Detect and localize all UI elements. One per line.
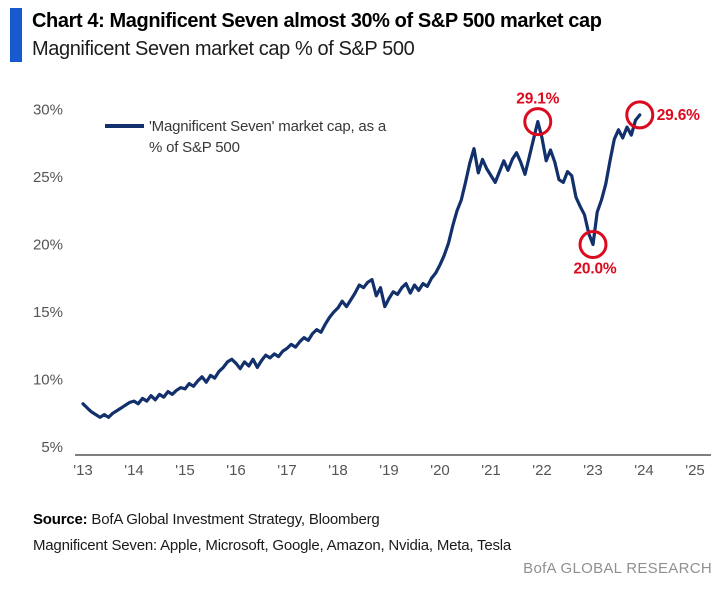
legend-label: 'Magnificent Seven' market cap, as a % o…	[149, 118, 386, 156]
x-axis-tick-label: '15	[175, 462, 195, 479]
x-axis-tick-label: '13	[73, 462, 93, 479]
chart-subtitle: Magnificent Seven market cap % of S&P 50…	[32, 38, 415, 60]
x-axis-tick-label: '21	[481, 462, 501, 479]
chart-title: Chart 4: Magnificent Seven almost 30% of…	[32, 10, 602, 32]
x-axis-tick-label: '22	[532, 462, 552, 479]
y-axis-tick-label: 20%	[33, 237, 63, 254]
y-axis-tick-label: 5%	[41, 439, 63, 456]
x-axis-tick-label: '20	[430, 462, 450, 479]
x-axis-tick-label: '18	[328, 462, 348, 479]
annotation-circle	[625, 100, 655, 130]
magnificent-seven-series-line	[81, 113, 642, 419]
x-axis-tick-label: '24	[634, 462, 654, 479]
legend-line-swatch	[105, 124, 144, 128]
x-axis-tick-label: '19	[379, 462, 399, 479]
brand-text: BofA GLOBAL RESEARCH	[523, 560, 712, 577]
x-axis-tick-label: '25	[685, 462, 705, 479]
x-axis-tick-label: '17	[277, 462, 297, 479]
x-axis-tick-label: '16	[226, 462, 246, 479]
source-label: Source:	[33, 511, 88, 528]
y-axis-tick-label: 15%	[33, 304, 63, 321]
source-text: BofA Global Investment Strategy, Bloombe…	[87, 511, 380, 528]
source-line: Source: BofA Global Investment Strategy,…	[33, 511, 380, 528]
x-axis-tick-label: '14	[124, 462, 144, 479]
annotation-label: 20.0%	[574, 261, 617, 278]
title-accent-bar	[10, 8, 22, 62]
annotation-circle	[578, 230, 608, 259]
x-axis-tick-label: '23	[583, 462, 603, 479]
note-line: Magnificent Seven: Apple, Microsoft, Goo…	[33, 537, 512, 554]
annotation-circle	[523, 107, 553, 137]
annotation-label: 29.1%	[516, 91, 559, 108]
annotation-label: 29.6%	[657, 107, 700, 124]
y-axis-tick-label: 25%	[33, 169, 63, 186]
y-axis-tick-label: 10%	[33, 372, 63, 389]
y-axis-tick-label: 30%	[33, 102, 63, 119]
